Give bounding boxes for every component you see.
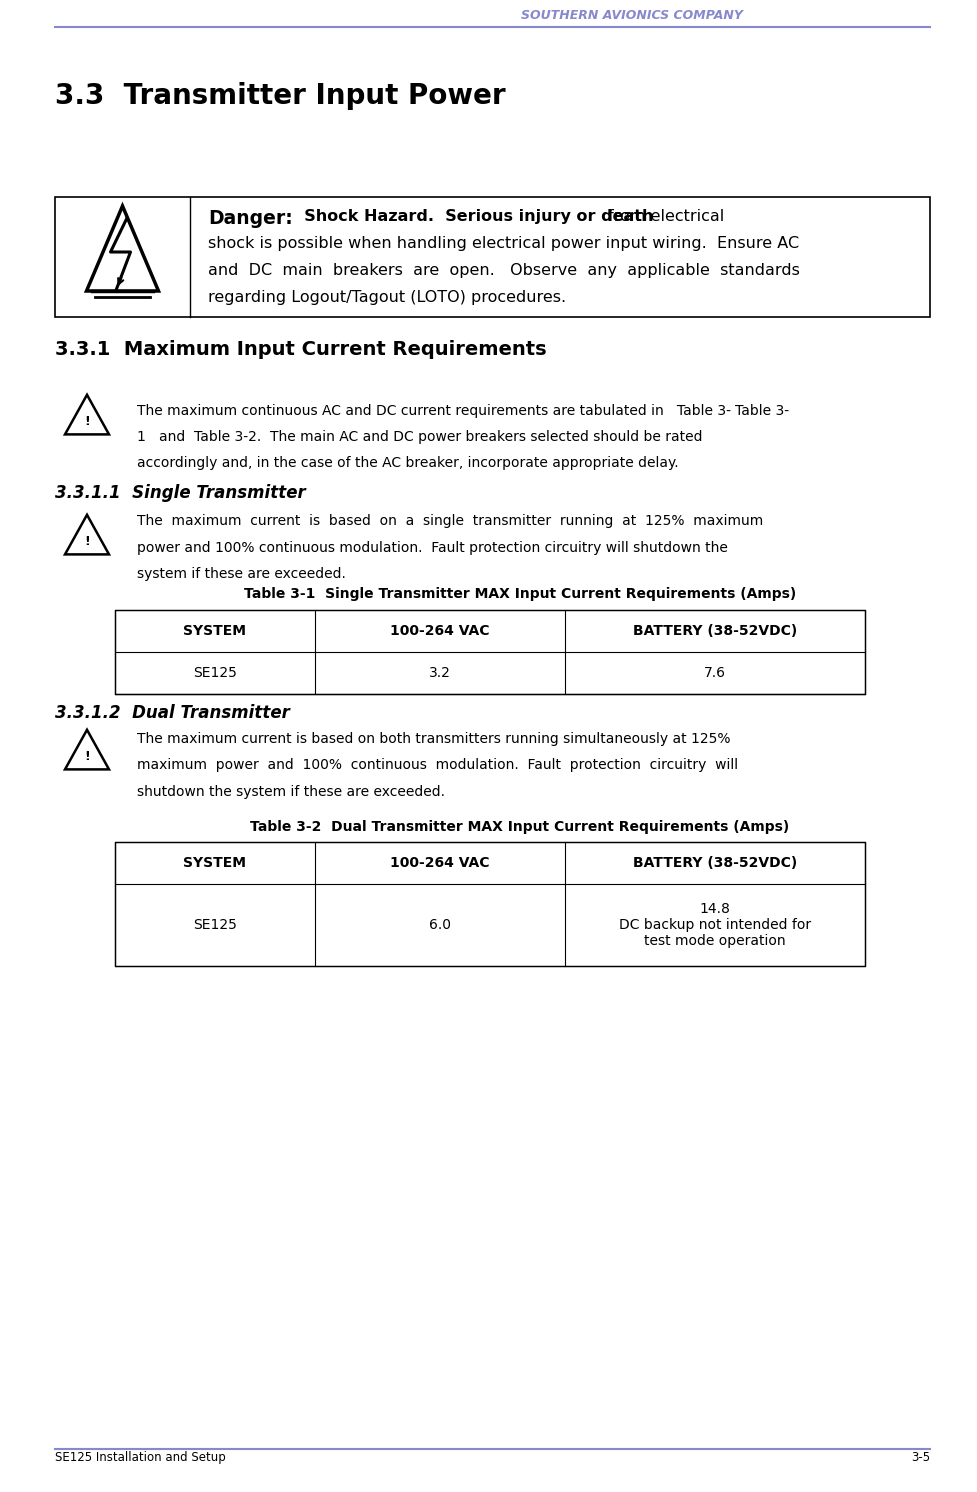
Text: shock is possible when handling electrical power input wiring.  Ensure AC: shock is possible when handling electric… [208,236,799,251]
Text: !: ! [84,749,90,762]
Text: !: ! [84,415,90,428]
Text: 3.3.1.1  Single Transmitter: 3.3.1.1 Single Transmitter [55,483,306,501]
Text: power and 100% continuous modulation.  Fault protection circuitry will shutdown : power and 100% continuous modulation. Fa… [137,540,728,555]
Text: system if these are exceeded.: system if these are exceeded. [137,567,346,580]
Text: from electrical: from electrical [603,209,724,224]
Text: shutdown the system if these are exceeded.: shutdown the system if these are exceede… [137,785,445,800]
Text: The maximum current is based on both transmitters running simultaneously at 125%: The maximum current is based on both tra… [137,733,731,746]
Bar [115,610,865,694]
Text: The maximum continuous AC and DC current requirements are tabulated in   Table 3: The maximum continuous AC and DC current… [137,404,731,418]
Text: regarding Logout/Tagout (LOTO) procedures.: regarding Logout/Tagout (LOTO) procedure… [208,289,566,304]
FancyBboxPatch shape [55,197,930,316]
Text: Danger:: Danger: [208,209,293,228]
Text: !: ! [84,534,90,548]
Text: BATTERY (38-52VDC): BATTERY (38-52VDC) [633,856,797,870]
Text: SE125 Installation and Setup: SE125 Installation and Setup [55,1452,226,1464]
Text: Table 3-1  Single Transmitter MAX Input Current Requirements (Amps): Table 3-1 Single Transmitter MAX Input C… [244,586,796,601]
Text: Shock Hazard.  Serious injury or death: Shock Hazard. Serious injury or death [293,209,654,224]
Text: SYSTEM: SYSTEM [184,624,246,639]
Text: and  DC  main  breakers  are  open.   Observe  any  applicable  standards: and DC main breakers are open. Observe a… [208,263,800,278]
Text: 14.8
DC backup not intended for
test mode operation: 14.8 DC backup not intended for test mod… [619,901,811,949]
Text: The  maximum  current  is  based  on  a  single  transmitter  running  at  125% : The maximum current is based on a single… [137,515,763,528]
Text: 6.0: 6.0 [429,918,451,932]
Text: 100-264 VAC: 100-264 VAC [390,624,489,639]
Text: 3.2: 3.2 [429,665,451,680]
Text: Table 3-: Table 3- [735,404,789,418]
Text: 3-5: 3-5 [911,1452,930,1464]
Text: SOUTHERN AVIONICS COMPANY: SOUTHERN AVIONICS COMPANY [521,9,743,22]
Text: maximum  power  and  100%  continuous  modulation.  Fault  protection  circuitry: maximum power and 100% continuous modula… [137,758,739,773]
Text: 3.3.1  Maximum Input Current Requirements: 3.3.1 Maximum Input Current Requirements [55,340,546,360]
Text: SE125: SE125 [193,918,237,932]
Text: 100-264 VAC: 100-264 VAC [390,856,489,870]
Text: SE125: SE125 [193,665,237,680]
Bar [115,841,865,965]
Text: SYSTEM: SYSTEM [184,856,246,870]
Text: BATTERY (38-52VDC): BATTERY (38-52VDC) [633,624,797,639]
Text: 3.3.1.2  Dual Transmitter: 3.3.1.2 Dual Transmitter [55,704,290,722]
Text: 3.3  Transmitter Input Power: 3.3 Transmitter Input Power [55,82,506,110]
Text: Table 3-2  Dual Transmitter MAX Input Current Requirements (Amps): Table 3-2 Dual Transmitter MAX Input Cur… [250,821,789,834]
Text: 7.6: 7.6 [704,665,726,680]
Text: accordingly and, in the case of the AC breaker, incorporate appropriate delay.: accordingly and, in the case of the AC b… [137,457,679,470]
Text: 1   and  Table 3-2.  The main AC and DC power breakers selected should be rated: 1 and Table 3-2. The main AC and DC powe… [137,430,702,445]
